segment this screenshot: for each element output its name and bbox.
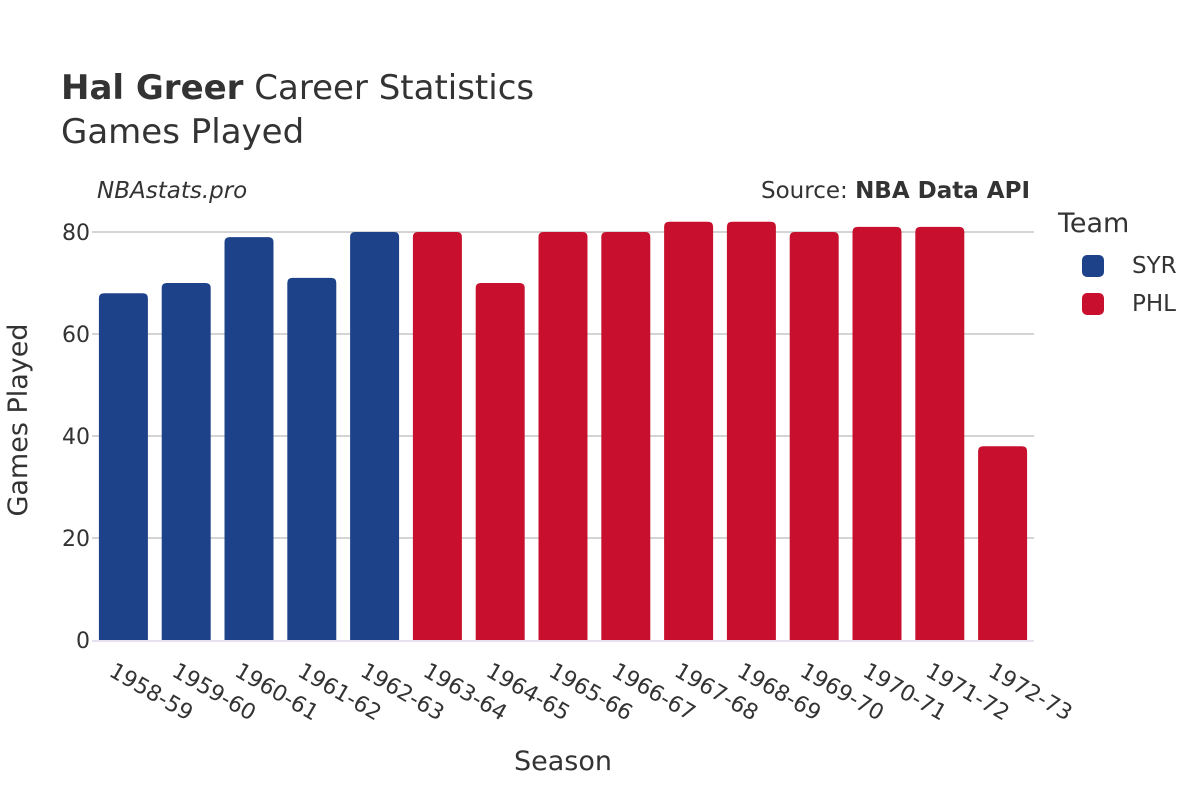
bar-1963-64[interactable] xyxy=(412,232,462,640)
source-prefix: Source: xyxy=(761,178,856,204)
legend-swatch-syr xyxy=(1082,255,1104,277)
chart-subtitle: Games Played xyxy=(61,112,305,152)
bar-1967-68[interactable] xyxy=(664,221,714,641)
bar-1968-69[interactable] xyxy=(726,221,776,641)
legend-title: Team xyxy=(1058,208,1130,239)
x-axis-label: Season xyxy=(514,746,612,777)
y-tick-label: 40 xyxy=(62,425,90,450)
y-tick-label: 20 xyxy=(62,527,90,552)
bar-1965-66[interactable] xyxy=(538,232,588,640)
legend: Team SYR PHL xyxy=(1058,208,1177,323)
bars xyxy=(98,221,1028,641)
legend-item-phl[interactable]: PHL xyxy=(1058,285,1177,323)
y-tick-label: 80 xyxy=(62,221,90,246)
legend-label-phl: PHL xyxy=(1132,291,1176,317)
chart-title: Hal Greer Career Statistics Games Played xyxy=(61,66,534,154)
source-name: NBA Data API xyxy=(855,178,1030,204)
site-credit: NBAstats.pro xyxy=(97,178,248,204)
bar-1966-67[interactable] xyxy=(601,232,651,640)
legend-item-syr[interactable]: SYR xyxy=(1058,247,1177,285)
bar-1962-63[interactable] xyxy=(350,232,400,640)
y-tick-labels: 0 20 40 60 80 xyxy=(62,221,90,654)
bar-1972-73[interactable] xyxy=(978,446,1028,640)
bar-1969-70[interactable] xyxy=(789,232,839,640)
title-rest: Career Statistics xyxy=(243,68,535,108)
y-axis-label: Games Played xyxy=(3,323,34,516)
bar-1958-59[interactable] xyxy=(98,293,148,640)
bar-1970-71[interactable] xyxy=(852,226,902,640)
source-credit: Source: NBA Data API xyxy=(761,178,1030,204)
bar-1971-72[interactable] xyxy=(915,226,965,640)
x-tick-labels: 1958-591959-601960-611961-621962-631963-… xyxy=(105,659,1076,727)
bar-1961-62[interactable] xyxy=(287,277,337,640)
y-tick-label: 60 xyxy=(62,323,90,348)
y-tick-label: 0 xyxy=(76,629,90,654)
bar-1959-60[interactable] xyxy=(161,283,211,640)
title-line: Hal Greer Career Statistics xyxy=(61,66,534,110)
bar-1960-61[interactable] xyxy=(224,237,274,640)
legend-swatch-phl xyxy=(1082,293,1104,315)
player-name: Hal Greer xyxy=(61,68,244,108)
bar-1964-65[interactable] xyxy=(475,283,525,640)
legend-label-syr: SYR xyxy=(1132,253,1177,279)
